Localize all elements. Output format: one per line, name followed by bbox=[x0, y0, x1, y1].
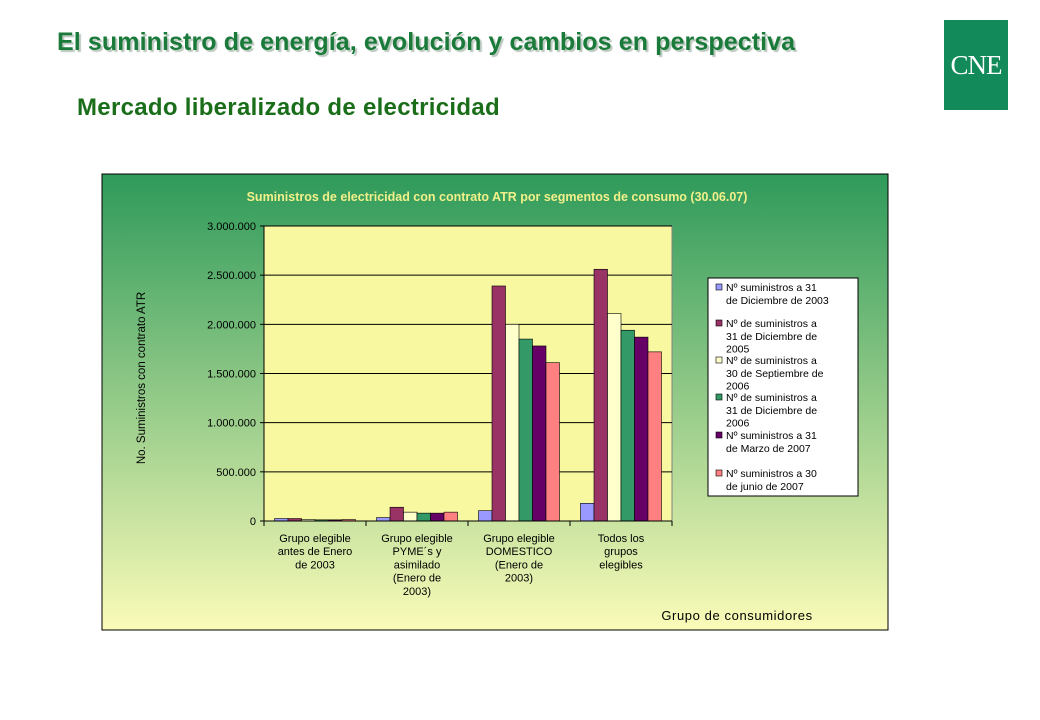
legend-entries: Nº suministros a 31 de Diciembre de 2003N… bbox=[715, 282, 829, 493]
bar bbox=[505, 324, 520, 522]
legend-swatch bbox=[715, 469, 723, 477]
bar bbox=[416, 512, 431, 522]
bar bbox=[403, 511, 418, 522]
bar bbox=[491, 285, 506, 522]
legend-swatch bbox=[715, 319, 723, 327]
legend-label: Nº de suministros a 31 de Diciembre de 200… bbox=[726, 318, 817, 356]
x-tick-label-line: de 2003 bbox=[295, 559, 335, 571]
logo-text: CNE bbox=[950, 49, 1003, 80]
x-tick-label-line: 2003) bbox=[505, 573, 533, 585]
bar bbox=[430, 512, 445, 522]
x-tick-label: Grupo elegible DOMESTICO (Enero de 2003) bbox=[483, 533, 555, 585]
legend-label-line: 2006 bbox=[726, 418, 750, 430]
x-tick-label: Grupo elegible antes de Enero de 2003 bbox=[278, 533, 353, 571]
bar bbox=[376, 517, 391, 522]
legend-label-line: Nº suministros a 31 bbox=[726, 430, 817, 442]
bar bbox=[580, 502, 595, 522]
legend-label-line: 31 de Diciembre de bbox=[726, 331, 817, 343]
y-tick-label: 2.000.000 bbox=[207, 319, 256, 331]
bar bbox=[593, 268, 608, 522]
y-axis-title: No. Suministros con contrato ATR bbox=[136, 292, 148, 464]
legend-swatch bbox=[715, 431, 723, 439]
x-tick-label-line: grupos bbox=[604, 546, 638, 558]
bar bbox=[443, 511, 458, 522]
bar bbox=[647, 351, 662, 522]
bar bbox=[518, 338, 533, 522]
y-tick-label: 3.000.000 bbox=[207, 221, 256, 233]
legend-label-line: 2005 bbox=[726, 344, 750, 356]
bars bbox=[274, 268, 662, 522]
y-tick-label: 0 bbox=[250, 516, 256, 528]
bar bbox=[634, 336, 649, 522]
legend-swatch bbox=[715, 393, 723, 401]
y-tick-label: 2.500.000 bbox=[207, 270, 256, 282]
legend-label-line: de junio de 2007 bbox=[726, 481, 804, 493]
legend-label: Nº de suministros a 30 de Septiembre de 20… bbox=[726, 355, 824, 393]
legend-label-line: Nº de suministros a bbox=[726, 355, 817, 367]
legend-swatch bbox=[715, 283, 723, 291]
x-tick-label-line: PYME´s y bbox=[393, 546, 442, 558]
legend-label-line: 30 de Septiembre de bbox=[726, 368, 824, 380]
legend-label-line: Nº suministros a 30 bbox=[726, 468, 817, 480]
legend-label-line: Nº suministros a 31 bbox=[726, 282, 817, 294]
bar bbox=[545, 362, 560, 522]
legend-swatch bbox=[715, 356, 723, 364]
slide-subtitle: Mercado liberalizado de electricidad bbox=[77, 94, 500, 121]
legend-label-line: de Marzo de 2007 bbox=[726, 443, 811, 455]
x-tick-label-line: Todos los bbox=[598, 533, 645, 545]
y-tick-label: 500.000 bbox=[216, 467, 256, 479]
y-tick-label: 1.000.000 bbox=[207, 418, 256, 430]
y-axis: 0 500.000 1.000.000 1.500.000 2.000.000 2.500… bbox=[207, 221, 265, 528]
x-axis-title: Grupo de consumidores bbox=[661, 608, 812, 623]
x-tick-label: Grupo elegible PYME´s y asimilado (Enero de… bbox=[381, 533, 453, 598]
bar bbox=[478, 510, 493, 522]
legend-label-line: 2006 bbox=[726, 381, 750, 393]
x-tick-label: Todos los grupos elegibles bbox=[598, 533, 645, 571]
x-tick-label-line: Grupo elegible bbox=[381, 533, 453, 545]
legend-label: Nº suministros a 31 de Diciembre de 2003 bbox=[726, 282, 829, 307]
legend-label: Nº suministros a 31 de Marzo de 2007 bbox=[726, 430, 817, 455]
x-tick-label-line: antes de Enero bbox=[278, 546, 353, 558]
legend-label: Nº suministros a 30 de junio de 2007 bbox=[726, 468, 817, 493]
legend-label-line: Nº de suministros a bbox=[726, 392, 817, 404]
x-tick-label-line: (Enero de bbox=[393, 573, 441, 585]
legend-label-line: Nº de suministros a bbox=[726, 318, 817, 330]
bar bbox=[389, 506, 404, 522]
bar bbox=[607, 313, 622, 522]
legend-label: Nº de suministros a 31 de Diciembre de 200… bbox=[726, 392, 817, 430]
x-tick-label-line: DOMESTICO bbox=[486, 546, 553, 558]
x-tick-label-line: (Enero de bbox=[495, 559, 543, 571]
x-tick-label-line: Grupo elegible bbox=[279, 533, 351, 545]
chart-title: Suministros de electricidad con contrato… bbox=[247, 190, 748, 204]
legend-box bbox=[707, 277, 859, 497]
x-tick-label-line: Grupo elegible bbox=[483, 533, 555, 545]
x-tick-label-line: 2003) bbox=[403, 586, 431, 598]
x-axis: Grupo elegible antes de Enero de 2003Grupo… bbox=[263, 520, 673, 598]
legend-label-line: de Diciembre de 2003 bbox=[726, 295, 829, 307]
x-tick-label-line: asimilado bbox=[394, 559, 440, 571]
bar bbox=[532, 345, 547, 522]
legend-label-line: 31 de Diciembre de bbox=[726, 405, 817, 417]
cne-logo: CNE bbox=[944, 20, 1008, 110]
legend: Nº suministros a 31 de Diciembre de 2003N… bbox=[707, 277, 859, 497]
x-tick-label-line: elegibles bbox=[599, 559, 643, 571]
slide-title: El suministro de energía, evolución y ca… bbox=[57, 28, 796, 56]
y-tick-label: 1.500.000 bbox=[207, 369, 256, 381]
bar bbox=[620, 329, 635, 522]
